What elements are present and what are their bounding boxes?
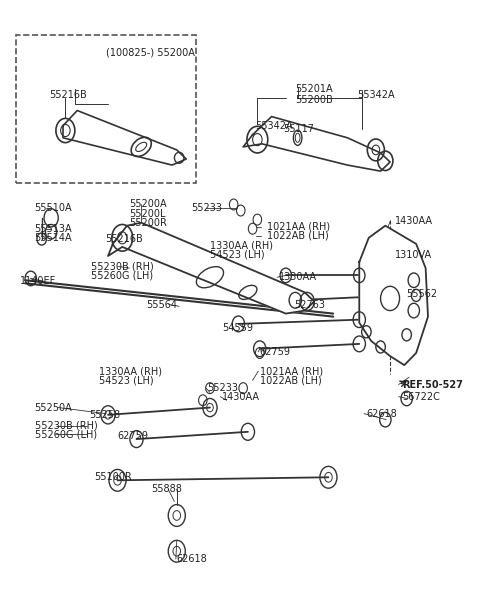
Text: 55230B (RH): 55230B (RH) bbox=[35, 421, 97, 431]
Text: 55230B (RH): 55230B (RH) bbox=[92, 261, 154, 271]
Text: 1022AB (LH): 1022AB (LH) bbox=[260, 375, 322, 385]
Text: 1330AA (RH): 1330AA (RH) bbox=[210, 240, 273, 250]
Text: 55216B: 55216B bbox=[49, 90, 86, 100]
Text: 55513A: 55513A bbox=[35, 224, 72, 234]
Text: 55514A: 55514A bbox=[35, 233, 72, 243]
Polygon shape bbox=[63, 110, 186, 165]
Text: 55100R: 55100R bbox=[94, 472, 132, 482]
Text: 55562: 55562 bbox=[407, 289, 438, 298]
Text: 1022AB (LH): 1022AB (LH) bbox=[267, 231, 329, 241]
Text: 54523 (LH): 54523 (LH) bbox=[98, 375, 153, 385]
Text: 55200B: 55200B bbox=[295, 94, 333, 105]
Text: 1330AA: 1330AA bbox=[279, 272, 317, 282]
Text: 55888: 55888 bbox=[151, 484, 181, 495]
Text: 55201A: 55201A bbox=[295, 84, 333, 94]
Text: 1430AA: 1430AA bbox=[222, 392, 260, 402]
Text: 55564: 55564 bbox=[146, 300, 177, 309]
Text: 55250A: 55250A bbox=[35, 403, 72, 412]
Text: 1140EF: 1140EF bbox=[20, 276, 57, 286]
Text: 62618: 62618 bbox=[177, 554, 207, 564]
Text: 55200R: 55200R bbox=[130, 217, 167, 228]
Text: 55510A: 55510A bbox=[35, 203, 72, 213]
Polygon shape bbox=[359, 226, 428, 365]
Text: 55233: 55233 bbox=[207, 383, 239, 393]
Text: 54559: 54559 bbox=[222, 323, 253, 333]
Text: 55200A: 55200A bbox=[130, 200, 167, 209]
Text: 1021AA (RH): 1021AA (RH) bbox=[267, 222, 330, 232]
Text: REF.50-527: REF.50-527 bbox=[402, 379, 463, 390]
Text: 56722C: 56722C bbox=[402, 392, 440, 402]
Polygon shape bbox=[243, 116, 390, 171]
Text: 1430AA: 1430AA bbox=[395, 216, 433, 227]
Text: 55342A: 55342A bbox=[357, 90, 395, 100]
Text: 55117: 55117 bbox=[283, 124, 314, 134]
Text: 52763: 52763 bbox=[294, 300, 325, 309]
Polygon shape bbox=[108, 223, 314, 314]
Text: 55200L: 55200L bbox=[130, 208, 166, 219]
Text: 1330AA (RH): 1330AA (RH) bbox=[98, 366, 162, 376]
Text: 62759: 62759 bbox=[118, 431, 148, 441]
Text: 62618: 62618 bbox=[366, 409, 397, 418]
Text: 55260G (LH): 55260G (LH) bbox=[35, 429, 96, 439]
Text: 1310VA: 1310VA bbox=[395, 250, 432, 260]
Text: 62759: 62759 bbox=[260, 347, 291, 357]
Text: 55260G (LH): 55260G (LH) bbox=[92, 270, 154, 280]
Text: 55342A: 55342A bbox=[255, 121, 293, 131]
Text: (100825-) 55200A: (100825-) 55200A bbox=[106, 48, 194, 58]
Text: 54523 (LH): 54523 (LH) bbox=[210, 249, 264, 259]
Text: 1021AA (RH): 1021AA (RH) bbox=[260, 366, 323, 376]
Text: 55258: 55258 bbox=[89, 410, 120, 420]
Text: 55216B: 55216B bbox=[106, 234, 144, 244]
Text: 55233: 55233 bbox=[191, 203, 222, 213]
